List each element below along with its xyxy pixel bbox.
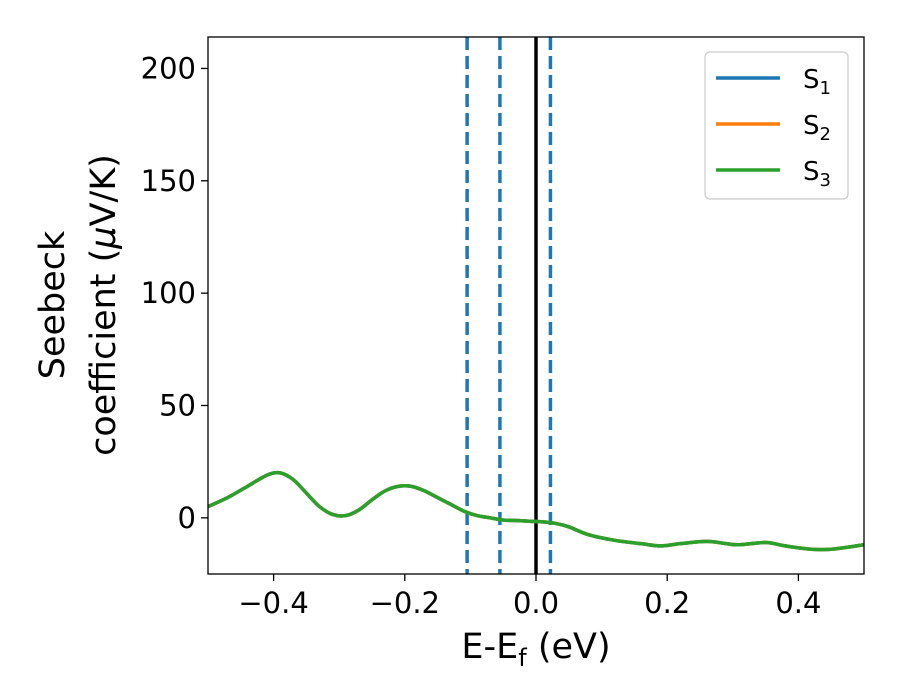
series-line-3 [207, 470, 865, 552]
y-tick-label: 50 [159, 388, 196, 422]
x-axis-label: E-Ef (eV) [461, 627, 610, 672]
y-axis-ticks: 0 50 100 150 200 [141, 51, 208, 535]
y-axis-label-line1: Seebeck [33, 230, 73, 379]
x-tick-label: −0.4 [238, 586, 308, 620]
x-tick-label: 0.0 [513, 586, 559, 620]
reference-lines [465, 37, 553, 574]
legend: S1 S2 S3 [704, 51, 849, 200]
y-axis-label: Seebeck coefficient (μV/K) [33, 154, 124, 456]
y-tick-label: 200 [141, 51, 196, 85]
series-lines [207, 470, 865, 552]
x-tick-label: 0.4 [775, 586, 821, 620]
y-tick-label: 100 [141, 276, 196, 310]
legend-label-1: S1 [803, 65, 831, 99]
y-axis-label-line2: coefficient (μV/K) [84, 154, 124, 456]
legend-label-3: S3 [803, 157, 831, 191]
x-axis-ticks: −0.4 −0.2 0.0 0.2 0.4 [238, 574, 821, 620]
y-tick-label: 150 [141, 164, 196, 198]
x-tick-label: −0.2 [370, 586, 440, 620]
legend-label-2: S2 [803, 111, 831, 145]
x-tick-label: 0.2 [644, 586, 690, 620]
y-tick-label: 0 [178, 501, 196, 535]
